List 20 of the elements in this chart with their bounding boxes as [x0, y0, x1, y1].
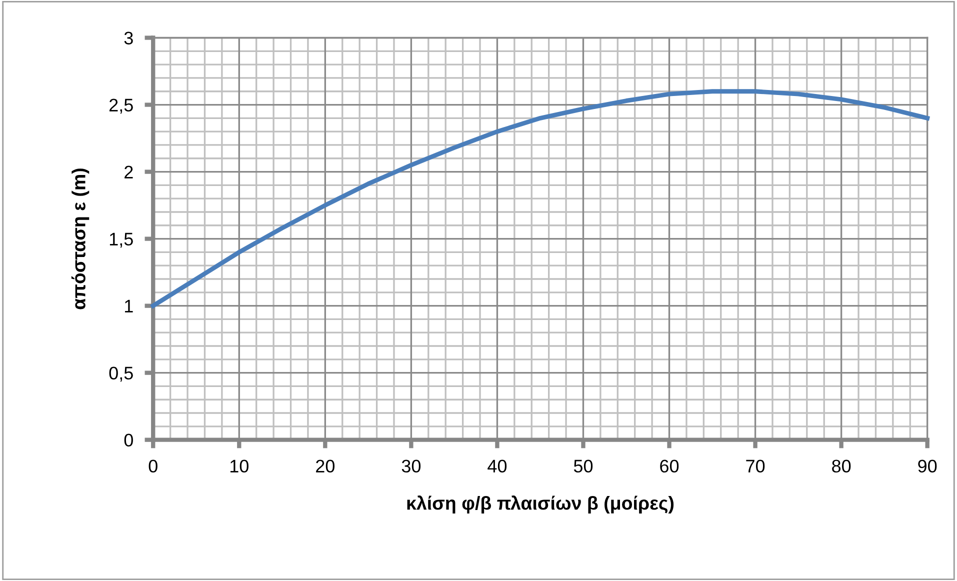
- y-tick-label: 0: [124, 434, 133, 447]
- x-tick-label: 70: [746, 460, 765, 473]
- y-tick-label: 1,5: [110, 232, 133, 248]
- x-axis-title: κλίση φ/β πλαισίων β (μοίρες): [407, 496, 674, 514]
- x-tick-label: 30: [402, 460, 421, 473]
- line-series: [150, 89, 930, 308]
- y-tick-label: 0,5: [109, 366, 133, 382]
- x-tick-label: 40: [488, 460, 507, 473]
- x-tick-label: 80: [832, 460, 851, 473]
- y-tick-label: 2: [124, 166, 133, 178]
- y-axis-title: απόσταση ε (m): [71, 168, 90, 310]
- x-tick-label: 20: [316, 460, 335, 473]
- x-tick-label: 10: [230, 460, 248, 473]
- x-tick-label: 0: [148, 460, 158, 473]
- x-tick-label: 60: [660, 460, 679, 473]
- x-tick-label: 90: [918, 460, 937, 473]
- y-tick-label: 1: [125, 300, 133, 312]
- y-tick-label: 3: [124, 32, 133, 44]
- y-tick-label: 2,5: [109, 98, 133, 114]
- x-tick-label: 50: [574, 460, 593, 473]
